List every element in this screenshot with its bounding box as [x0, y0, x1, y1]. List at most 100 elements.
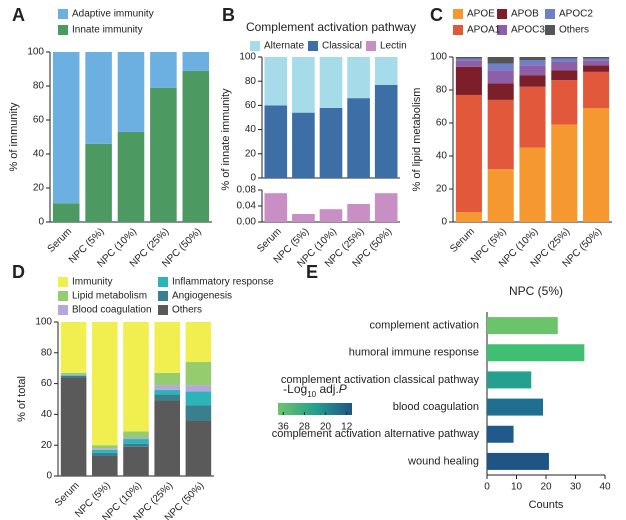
bar-segment [487, 63, 514, 71]
bar-segment [154, 322, 180, 373]
bar-segment [92, 448, 118, 450]
y-tick-label: 20 [41, 440, 53, 451]
bar-segment [455, 57, 482, 59]
bar-segment [374, 57, 398, 85]
bar-segment [264, 57, 288, 106]
bar-segment [52, 203, 80, 222]
bar-segment [455, 66, 482, 95]
category-label: blood coagulation [393, 401, 479, 413]
legend-swatch [58, 9, 68, 19]
y-tick-label: 80 [41, 347, 53, 358]
bar [487, 398, 544, 416]
colorbar-tick-label: 28 [299, 422, 311, 433]
bar-segment [347, 98, 370, 178]
colorbar-title-part: 10 [307, 390, 316, 399]
x-tick-label: 0 [484, 482, 490, 493]
bar-segment [551, 124, 578, 222]
bar-segment [123, 322, 149, 432]
bar-segment [123, 446, 149, 476]
y-axis-label: % of lipid metabolism [411, 88, 423, 192]
x-tick-label: Serum [448, 226, 477, 255]
bar-segment [117, 52, 145, 132]
legend-label: APOC3 [511, 25, 545, 36]
bar-segment [92, 455, 118, 476]
y-tick-label: 0.04 [237, 201, 257, 212]
bar-segment [154, 372, 180, 386]
bar-segment [455, 60, 482, 67]
y-axis-label: % of innate immunity [220, 88, 232, 191]
legend-swatch [58, 277, 68, 287]
bar-segment [182, 70, 210, 222]
bar-segment [154, 385, 180, 390]
bar-segment [150, 87, 177, 222]
bar-segment [185, 362, 212, 386]
bar-segment [123, 443, 149, 447]
legend-label: Adaptive immunity [72, 9, 154, 20]
x-tick-label: Serum [46, 226, 75, 255]
bar-segment [487, 169, 514, 222]
y-tick-label: 60 [41, 378, 53, 389]
bar-segment [185, 420, 212, 476]
y-tick-label: 80 [245, 76, 257, 87]
colorbar-title-part: -Log [283, 382, 307, 396]
bar-segment [487, 99, 514, 170]
y-tick-label: 40 [245, 124, 257, 135]
bar-segment [374, 84, 398, 178]
legend-label: Lectin [380, 41, 407, 52]
y-tick-label: 100 [430, 52, 447, 63]
panel-letter: A [12, 5, 25, 25]
bar-segment [519, 86, 546, 148]
bar-segment [60, 374, 87, 376]
bar-segment [154, 389, 180, 395]
legend-label: Lipid metabolism [72, 291, 147, 302]
y-tick-label: 100 [27, 47, 44, 58]
category-label: complement activation [370, 319, 479, 331]
y-tick-label: 40 [436, 151, 448, 162]
y-tick-label: 20 [33, 183, 45, 194]
bar-segment [583, 65, 610, 72]
y-tick-label: 0 [441, 217, 447, 228]
bar [487, 371, 532, 389]
category-label: complement activation classical pathway [281, 374, 480, 386]
x-tick-label: 30 [570, 482, 582, 493]
bar-segment [347, 204, 370, 222]
legend-label: Alternate [264, 41, 304, 52]
legend-label: APOE [467, 9, 495, 20]
y-tick-label: 100 [239, 52, 256, 63]
bar-segment [264, 193, 288, 222]
y-tick-label: 40 [33, 149, 45, 160]
y-tick-label: 0.08 [237, 185, 257, 196]
bar-segment [455, 212, 482, 222]
bar-segment [123, 437, 149, 440]
y-axis-label: % of total [16, 376, 28, 422]
bar-segment [319, 57, 343, 108]
bar-segment [92, 445, 118, 449]
y-tick-label: 0.00 [237, 217, 257, 228]
bar-segment [551, 80, 578, 125]
bar-segment [519, 147, 546, 222]
y-tick-label: 80 [436, 85, 448, 96]
x-tick-label: 20 [540, 482, 552, 493]
bar-segment [292, 112, 315, 178]
legend-swatch [366, 41, 376, 51]
legend-swatch [545, 9, 555, 19]
bar [487, 344, 585, 362]
bar-segment [85, 143, 112, 222]
y-tick-label: 60 [436, 118, 448, 129]
legend-label: Inflammatory response [172, 277, 274, 288]
y-tick-label: 0 [38, 217, 44, 228]
colorbar-title-part: adj. [316, 382, 339, 396]
bar-segment [264, 105, 288, 178]
bar-segment [60, 322, 87, 373]
x-tick-label: 10 [511, 482, 523, 493]
bar-segment [185, 405, 212, 421]
legend-swatch [158, 291, 168, 301]
bar-segment [60, 377, 87, 476]
bar-segment [92, 322, 118, 446]
bar-segment [519, 65, 546, 76]
colorbar [278, 403, 352, 415]
colorbar-title-part: P [339, 382, 347, 396]
bar [487, 452, 549, 470]
bar-segment [551, 57, 578, 59]
